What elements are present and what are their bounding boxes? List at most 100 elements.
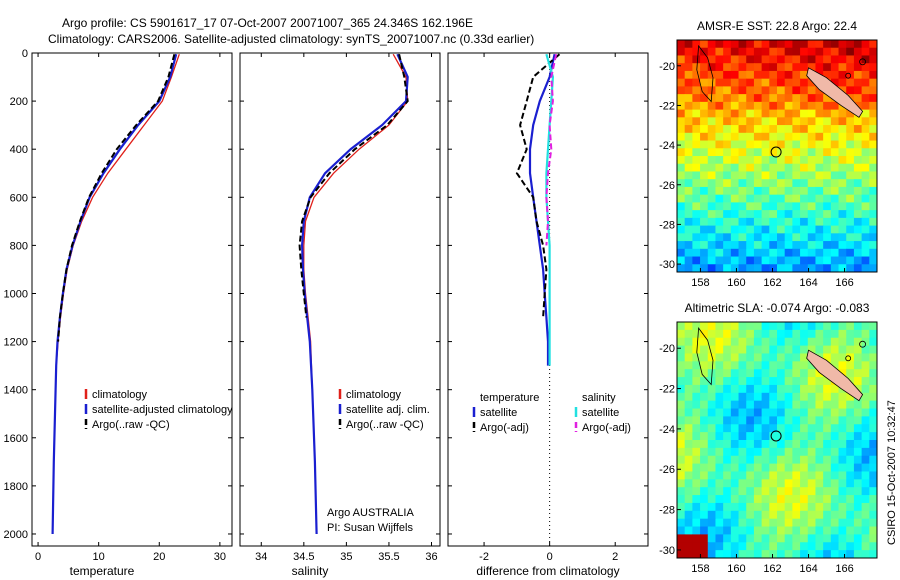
sst-cell bbox=[761, 125, 770, 134]
sla-cell bbox=[838, 518, 847, 528]
sla-cell bbox=[692, 518, 701, 528]
sla-cell bbox=[684, 384, 693, 394]
sla-cell bbox=[807, 534, 817, 543]
sst-cell bbox=[677, 264, 686, 272]
sla-cell bbox=[746, 345, 755, 355]
sla-cell bbox=[815, 526, 824, 535]
sst-cell bbox=[853, 163, 863, 173]
sst-cell bbox=[730, 225, 740, 234]
sla-cell bbox=[853, 463, 863, 473]
sst-cell bbox=[723, 40, 732, 49]
sla-cell bbox=[707, 447, 717, 457]
sst-cell bbox=[700, 94, 709, 103]
sst-ytick-label: -30 bbox=[659, 259, 675, 271]
sla-cell bbox=[684, 392, 693, 402]
sst-cell bbox=[838, 256, 847, 265]
sla-cell bbox=[807, 463, 817, 473]
sla-cell bbox=[761, 510, 770, 520]
sla-cell bbox=[730, 329, 740, 339]
sla-cell bbox=[677, 400, 686, 410]
sst-cell bbox=[777, 117, 786, 126]
sst-cell bbox=[830, 225, 840, 234]
sst-cell bbox=[869, 47, 877, 57]
sla-cell bbox=[823, 479, 832, 488]
sla-cell bbox=[730, 408, 740, 417]
sst-cell bbox=[838, 109, 847, 118]
sla-cell bbox=[738, 526, 747, 535]
sst-cell bbox=[784, 70, 793, 80]
sla-cell bbox=[761, 526, 770, 535]
sst-cell bbox=[753, 140, 763, 149]
sla-cell bbox=[800, 518, 809, 528]
sst-cell bbox=[715, 63, 724, 72]
sst-cell bbox=[753, 210, 763, 219]
sla-cell bbox=[830, 392, 840, 402]
sla-cell bbox=[784, 353, 793, 362]
sst-cell bbox=[830, 186, 840, 196]
sla-cell bbox=[853, 424, 863, 433]
sla-cell bbox=[700, 416, 709, 425]
sst-cell bbox=[700, 140, 709, 149]
sst-cell bbox=[700, 186, 709, 196]
sla-cell bbox=[707, 377, 717, 386]
sla-cell bbox=[761, 440, 770, 449]
sla-cell bbox=[707, 408, 717, 417]
sla-cell bbox=[677, 487, 686, 496]
sla-cell bbox=[723, 502, 732, 512]
sla-cell bbox=[846, 487, 855, 496]
sst-cell bbox=[723, 63, 732, 72]
sla-cell bbox=[707, 400, 717, 410]
sst-cell bbox=[723, 101, 732, 111]
sst-cell bbox=[846, 163, 855, 173]
sst-cell bbox=[823, 217, 832, 227]
sst-cell bbox=[869, 194, 877, 203]
sst-cell bbox=[784, 186, 793, 196]
sla-cell bbox=[777, 416, 786, 425]
reef-outline bbox=[696, 327, 714, 386]
sst-cell bbox=[684, 171, 693, 180]
panel-salinity: 34 34.5 35 35.5 36salinityclimatologysatelli… bbox=[239, 52, 441, 578]
sla-cell bbox=[869, 440, 877, 449]
sla-cell bbox=[838, 534, 847, 543]
sla-cell bbox=[684, 542, 693, 551]
sla-cell bbox=[730, 447, 740, 457]
sst-cell bbox=[715, 186, 724, 196]
sst-cell bbox=[738, 264, 747, 272]
sla-ytick-label: -26 bbox=[659, 464, 675, 476]
sla-cell bbox=[700, 550, 709, 558]
sst-cell bbox=[761, 179, 770, 188]
sla-cell bbox=[800, 408, 809, 417]
sst-cell bbox=[830, 140, 840, 149]
sst-cell bbox=[677, 70, 686, 80]
sla-cell bbox=[846, 337, 855, 347]
sst-cell bbox=[869, 264, 877, 272]
sst-cell bbox=[861, 86, 870, 95]
sst-cell bbox=[846, 109, 855, 118]
sla-cell bbox=[853, 526, 863, 535]
sla-cell bbox=[815, 384, 824, 394]
sst-cell bbox=[784, 194, 793, 203]
sst-cell bbox=[723, 94, 732, 103]
sla-cell bbox=[853, 369, 863, 378]
sla-cell bbox=[738, 479, 747, 488]
sla-cell bbox=[692, 400, 701, 410]
sla-cell bbox=[730, 502, 740, 512]
sst-cell bbox=[692, 179, 701, 188]
sst-cell bbox=[715, 109, 724, 118]
sla-cell bbox=[807, 440, 817, 449]
sla-cell bbox=[761, 479, 770, 488]
sst-cell bbox=[761, 210, 770, 219]
sst-cell bbox=[730, 248, 740, 258]
sla-cell bbox=[684, 377, 693, 386]
sst-cell bbox=[853, 86, 863, 95]
sst-cell bbox=[792, 202, 801, 211]
sla-cell bbox=[853, 432, 863, 441]
sst-cell bbox=[846, 63, 855, 72]
sst-cell bbox=[815, 225, 824, 234]
sla-cell bbox=[707, 526, 717, 535]
sla-cell bbox=[777, 487, 786, 496]
sst-cell bbox=[853, 117, 863, 126]
sst-cell bbox=[792, 125, 801, 134]
difference-series-argo bbox=[515, 53, 561, 318]
sla-cell bbox=[723, 479, 732, 488]
